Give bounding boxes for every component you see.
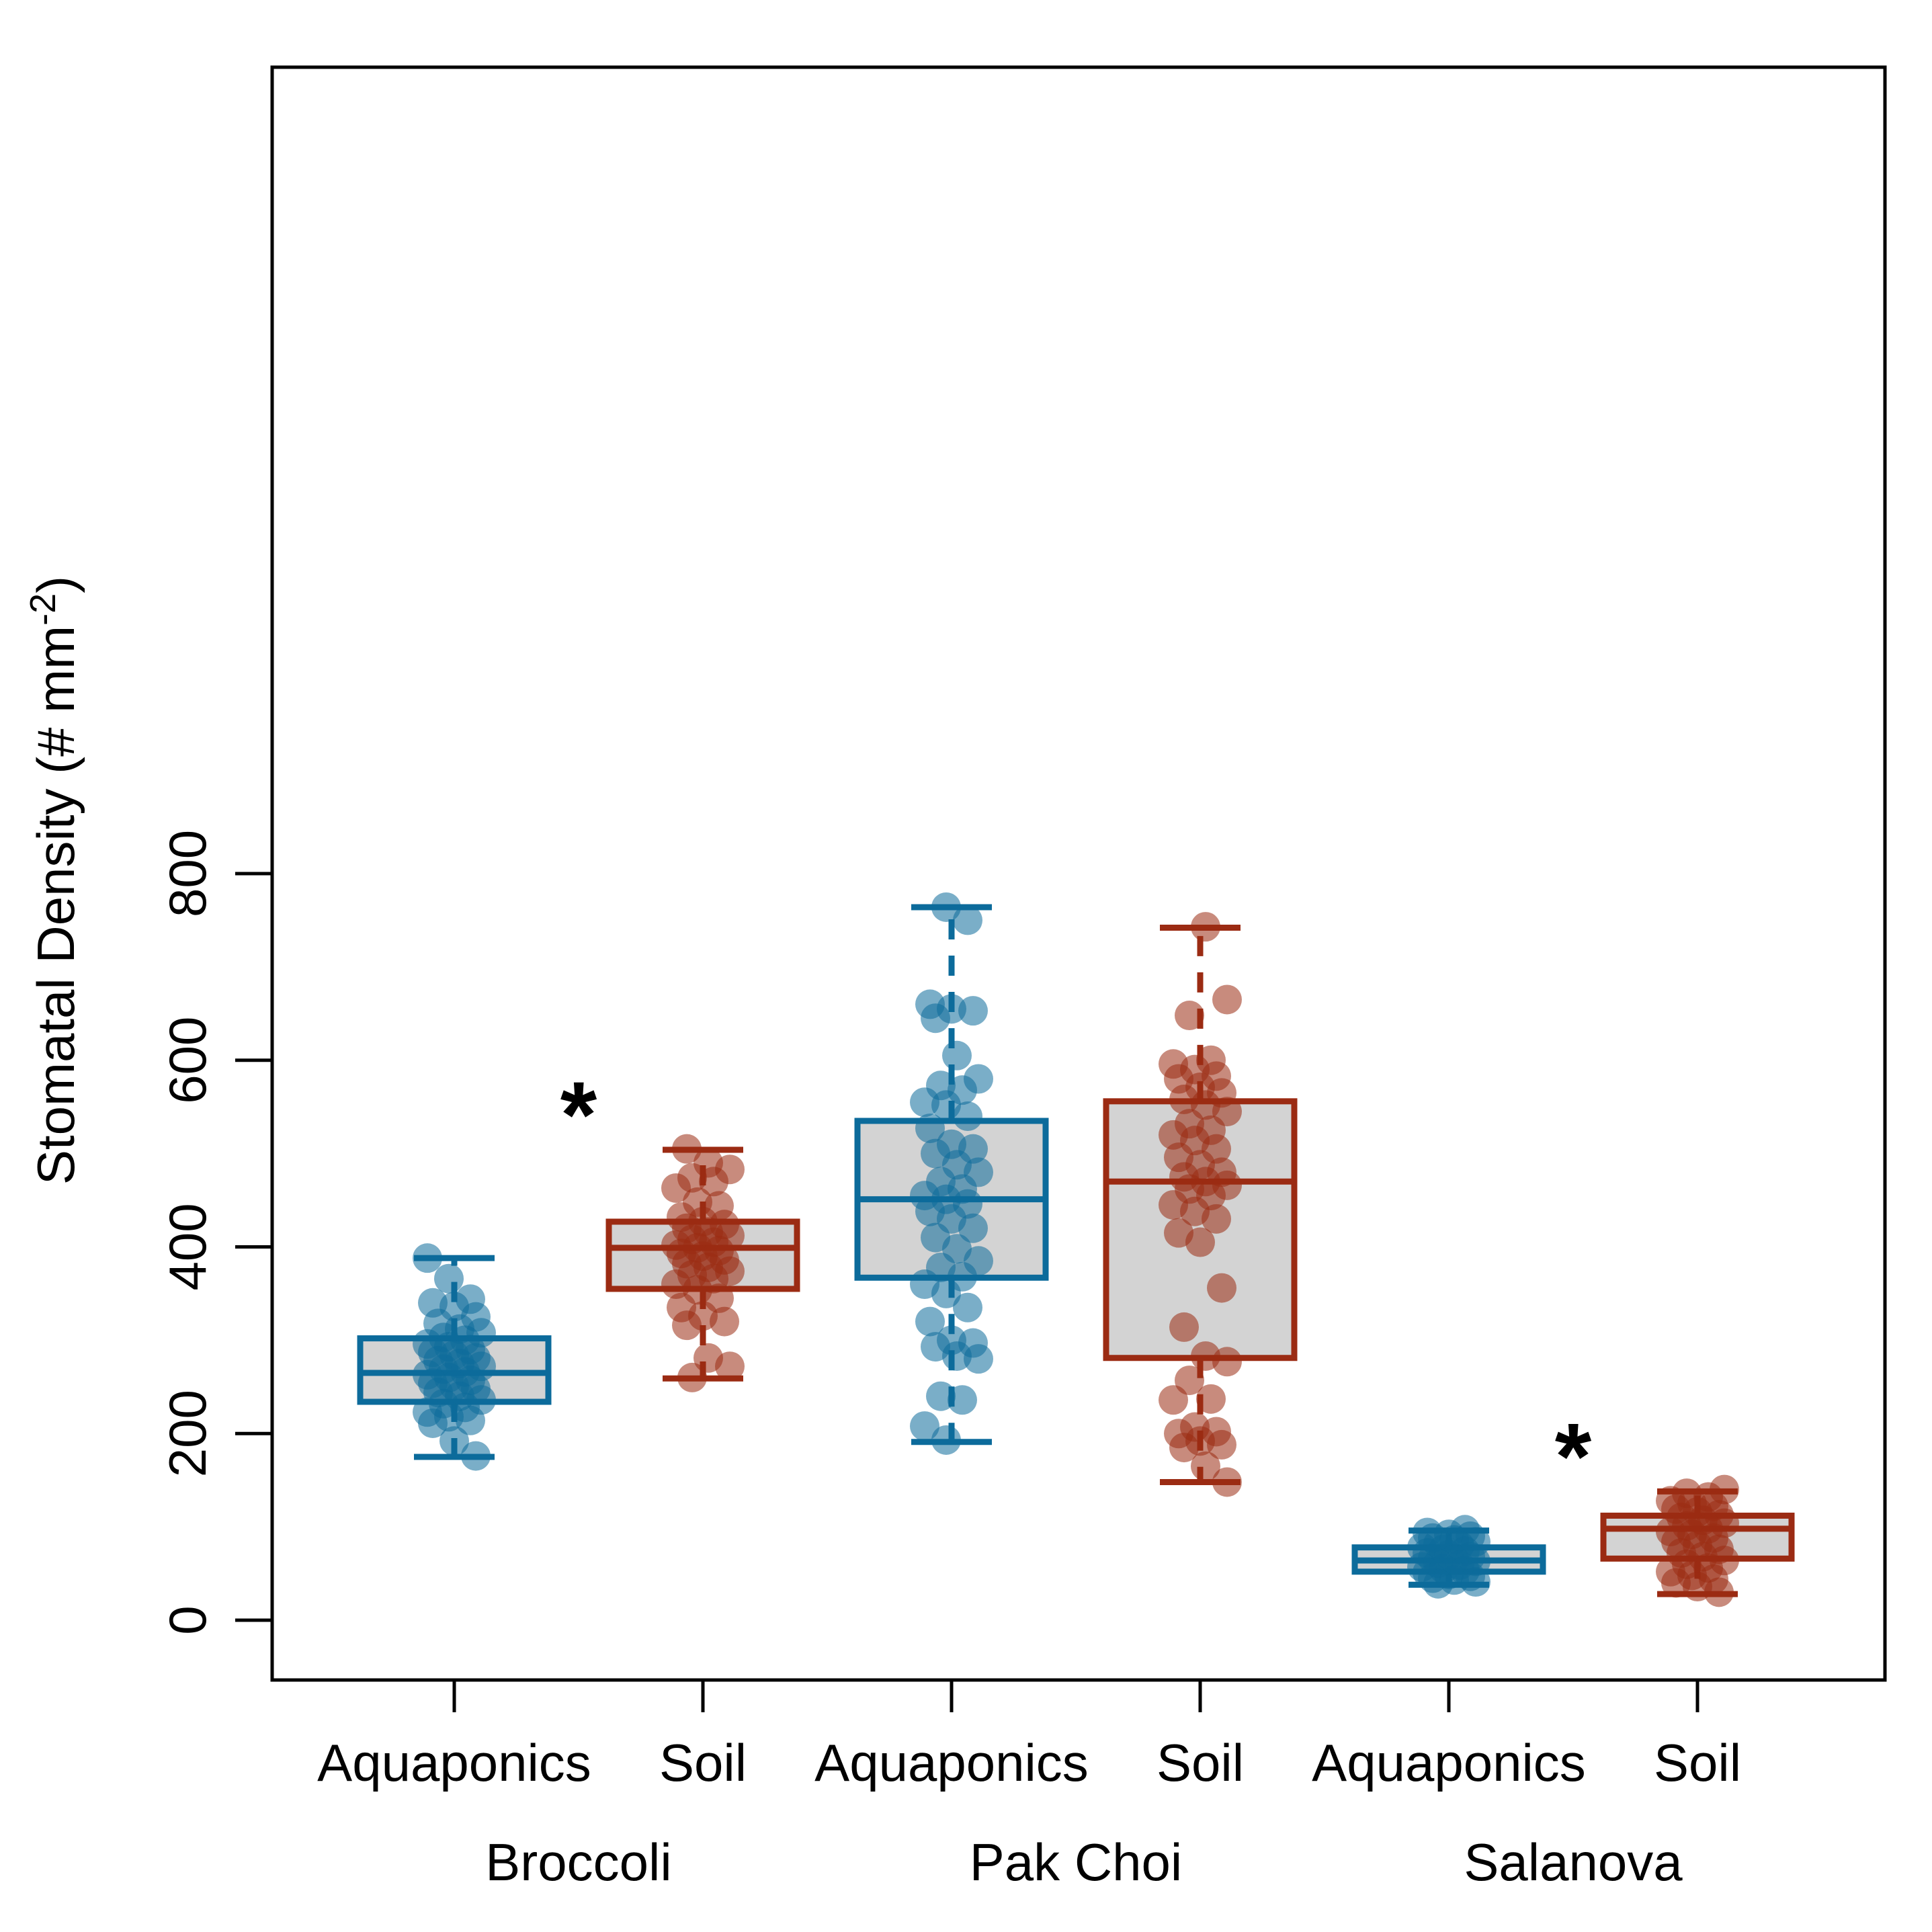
- x-tick-label-aquaponics: Aquaponics: [814, 1733, 1089, 1792]
- y-tick-label: 800: [158, 830, 217, 917]
- pak-choi-soil-point: [1207, 1429, 1236, 1460]
- group-label-broccoli: Broccoli: [485, 1833, 671, 1892]
- group-label-salanova: Salanova: [1464, 1833, 1683, 1892]
- pak-choi-soil-point: [1212, 984, 1242, 1015]
- pak-choi-aquaponics-point: [931, 892, 961, 922]
- pak-choi-aquaponics-point: [915, 1114, 945, 1144]
- broccoli-aquaponics-point: [413, 1243, 442, 1273]
- pak-choi-aquaponics-point: [931, 1278, 961, 1308]
- y-axis-label-main: Stomatal Density (# mm: [26, 626, 85, 1185]
- broccoli-soil-point: [677, 1362, 707, 1392]
- pak-choi-aquaponics-point: [958, 1213, 988, 1243]
- pak-choi-soil-point: [1175, 1001, 1204, 1031]
- pak-choi-soil-point: [1169, 1312, 1199, 1342]
- broccoli-soil-point: [661, 1173, 691, 1203]
- broccoli-aquaponics-point: [439, 1426, 469, 1456]
- x-tick-label-soil: Soil: [1654, 1733, 1741, 1792]
- broccoli-aquaponics-point: [461, 1441, 491, 1471]
- y-tick-label: 400: [158, 1203, 217, 1290]
- pak-choi-soil-point: [1191, 912, 1220, 942]
- pak-choi-soil-point: [1185, 1227, 1215, 1257]
- pak-choi-soil-point: [1159, 1385, 1188, 1415]
- pak-choi-aquaponics-point: [942, 1341, 972, 1371]
- broccoli-aquaponics-point: [434, 1263, 464, 1294]
- broccoli-aquaponics-point: [456, 1405, 485, 1435]
- y-axis-label-close: ): [26, 576, 85, 593]
- pak-choi-soil-point: [1212, 1467, 1242, 1497]
- pak-choi-soil-point: [1191, 1451, 1220, 1481]
- pak-choi-aquaponics-point: [915, 1306, 945, 1337]
- pak-choi-soil-point: [1169, 1433, 1199, 1463]
- significance-marker-broccoli: *: [560, 1062, 597, 1167]
- points-layer: [413, 892, 1739, 1607]
- pak-choi-aquaponics-point: [910, 1411, 939, 1441]
- significance-marker-salanova: *: [1555, 1403, 1592, 1509]
- broccoli-soil-point: [672, 1310, 702, 1341]
- pak-choi-aquaponics-point: [948, 1385, 977, 1415]
- salanova-soil-point: [1704, 1577, 1734, 1607]
- y-tick-label: 0: [158, 1605, 217, 1634]
- pak-choi-aquaponics-point: [910, 1087, 939, 1118]
- pak-choi-aquaponics-point: [964, 1344, 993, 1374]
- pak-choi-soil-point: [1175, 1366, 1204, 1396]
- broccoli-soil-point: [699, 1167, 728, 1197]
- pak-choi-soil-point: [1212, 1347, 1242, 1377]
- pak-choi-soil-point: [1207, 1273, 1236, 1303]
- broccoli-aquaponics-point: [418, 1408, 448, 1438]
- pak-choi-aquaponics-point: [921, 1003, 950, 1034]
- x-tick-label-soil: Soil: [659, 1733, 747, 1792]
- pak-choi-soil-point: [1202, 1204, 1231, 1234]
- salanova-aquaponics-point: [1423, 1568, 1453, 1599]
- group-label-pak-choi: Pak Choi: [970, 1833, 1183, 1892]
- axes-layer: Aquaponics Soil Broccoli * Aquaponics Soil Pak…: [158, 830, 1741, 1892]
- x-tick-label-soil: Soil: [1157, 1733, 1244, 1792]
- x-tick-label-aquaponics: Aquaponics: [1312, 1733, 1586, 1792]
- pak-choi-aquaponics-point: [953, 1101, 982, 1132]
- salanova-aquaponics-point: [1461, 1567, 1490, 1597]
- pak-choi-aquaponics-point: [953, 905, 982, 935]
- y-axis-label-superscript: -2: [23, 593, 63, 626]
- y-tick-label: 600: [158, 1017, 217, 1104]
- broccoli-soil-point: [715, 1351, 745, 1382]
- broccoli-soil-point: [672, 1134, 702, 1164]
- y-axis-label: Stomatal Density (# mm-2): [23, 576, 85, 1185]
- pak-choi-aquaponics-point: [942, 1040, 972, 1070]
- x-tick-label-aquaponics: Aquaponics: [317, 1733, 591, 1792]
- pak-choi-aquaponics-point: [931, 1425, 961, 1455]
- y-tick-label: 200: [158, 1390, 217, 1477]
- broccoli-soil-point: [710, 1306, 739, 1337]
- pak-choi-aquaponics-point: [953, 1292, 982, 1322]
- pak-choi-aquaponics-point: [958, 996, 988, 1026]
- pak-choi-soil-point: [1196, 1384, 1226, 1414]
